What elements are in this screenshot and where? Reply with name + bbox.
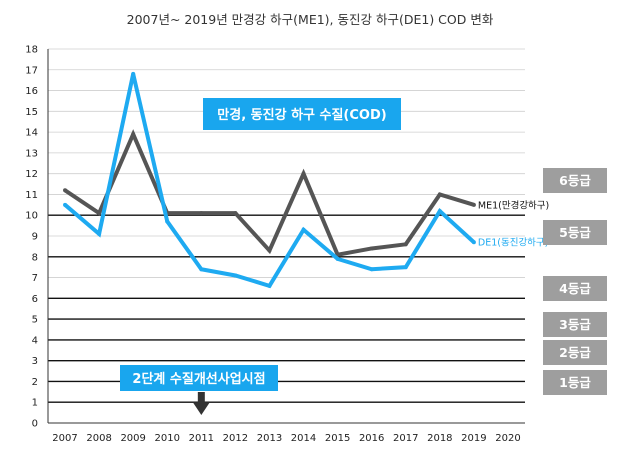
y-tick-label: 5: [32, 315, 38, 326]
x-tick-label: 2018: [427, 433, 452, 444]
grade-badge: [543, 340, 607, 365]
x-tick-label: 2013: [257, 433, 282, 444]
y-tick-label: 15: [25, 107, 38, 118]
x-tick-label: 2010: [155, 433, 180, 444]
y-tick-label: 0: [32, 419, 38, 430]
y-tick-label: 7: [32, 273, 38, 284]
de1-point: [97, 231, 102, 236]
de1-point: [301, 227, 306, 232]
de1-point: [403, 265, 408, 270]
chart-title: 2007년~ 2019년 만경강 하구(ME1), 동진강 하구(DE1) CO…: [127, 12, 494, 27]
y-tick-label: 13: [25, 148, 38, 159]
me1-point: [267, 248, 272, 253]
y-tick-label: 8: [32, 252, 38, 263]
series-layer: ME1(만경강하구) DE1(동진강하구): [63, 71, 549, 289]
de1-point: [335, 256, 340, 261]
de1-point: [471, 240, 476, 245]
me1-point: [369, 246, 374, 251]
de1-series-label: DE1(동진강하구): [478, 237, 548, 249]
me1-point: [97, 211, 102, 216]
me1-point: [63, 188, 68, 193]
me1-point: [471, 202, 476, 207]
grade-badge-label: 6등급: [559, 173, 591, 188]
me1-point: [199, 211, 204, 216]
me1-point: [403, 242, 408, 247]
x-tick-label: 2015: [325, 433, 350, 444]
callout-main-text: 만경, 동진강 하구 수질(COD): [217, 107, 386, 123]
y-tick-label: 9: [32, 232, 38, 243]
de1-point: [199, 267, 204, 272]
grade-badge: [543, 276, 607, 301]
de1-point: [267, 283, 272, 288]
y-tick-label: 10: [25, 211, 38, 222]
grade-badge-label: 5등급: [559, 225, 591, 240]
grade-badge: [543, 168, 607, 193]
y-tick-label: 17: [25, 65, 38, 76]
y-tick-label: 16: [25, 86, 38, 97]
grade-badge-label: 1등급: [559, 375, 591, 390]
callout-layer: 만경, 동진강 하구 수질(COD) 2단계 수질개선사업시점: [120, 98, 401, 415]
x-tick-label: 2016: [359, 433, 384, 444]
y-tick-label: 3: [32, 356, 38, 367]
de1-point: [437, 209, 442, 214]
y-tick-label: 1: [32, 398, 38, 409]
y-tick-label: 6: [32, 294, 38, 305]
me1-series-label: ME1(만경강하구): [478, 199, 549, 211]
callout-project-text: 2단계 수질개선사업시점: [132, 371, 265, 387]
x-tick-label: 2007: [52, 433, 77, 444]
x-tick-label: 2008: [86, 433, 111, 444]
de1-point: [131, 71, 136, 76]
x-tick-label: 2012: [223, 433, 248, 444]
x-tick-label: 2014: [291, 433, 316, 444]
y-tick-label: 2: [32, 377, 38, 388]
x-tick-label: 2020: [495, 433, 520, 444]
y-tick-label: 18: [25, 45, 38, 56]
grade-badge-label: 4등급: [559, 281, 591, 296]
y-tick-label: 11: [25, 190, 38, 201]
grade-layer: 6등급 5등급 4등급 3등급 2등급 1등급: [543, 168, 607, 395]
grid-layer: [48, 48, 525, 424]
callout-project-box: [120, 365, 278, 391]
grade-badge: [543, 312, 607, 337]
callout-main-box: [203, 98, 401, 130]
x-tick-label: 2009: [120, 433, 145, 444]
x-tick-label: 2019: [461, 433, 486, 444]
grade-badge-label: 2등급: [559, 345, 591, 360]
de1-point: [369, 267, 374, 272]
grade-badge: [543, 220, 607, 245]
x-tick-label: 2011: [189, 433, 214, 444]
x-tick-label: 2017: [393, 433, 418, 444]
grade-badge: [543, 370, 607, 395]
grade-badge-label: 3등급: [559, 317, 591, 332]
y-tick-label: 4: [32, 335, 38, 346]
y-tick-label: 14: [25, 128, 38, 139]
me1-point: [233, 211, 238, 216]
me1-point: [301, 171, 306, 176]
y-tick-label: 12: [25, 169, 38, 180]
de1-point: [63, 202, 68, 207]
down-arrow-icon: [193, 392, 210, 415]
me1-point: [437, 192, 442, 197]
de1-point: [165, 219, 170, 224]
me1-point: [131, 132, 136, 137]
de1-point: [233, 273, 238, 278]
